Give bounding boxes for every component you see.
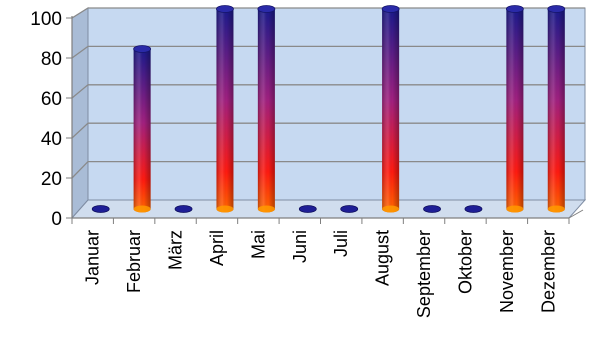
plot-walls xyxy=(70,7,587,220)
gridlines xyxy=(71,7,585,179)
gridline xyxy=(71,84,585,99)
gridline xyxy=(71,45,585,59)
gridline xyxy=(71,7,585,19)
y-tick-label: 40 xyxy=(41,129,62,150)
x-tick-label: Mai xyxy=(248,230,268,259)
bar-september xyxy=(423,205,441,213)
x-tick-label: Januar xyxy=(83,230,103,285)
x-tick-label: Dezember xyxy=(538,230,558,313)
x-tick-label: März xyxy=(166,230,186,270)
bar-april xyxy=(216,5,234,213)
y-tick-label: 60 xyxy=(41,89,62,110)
bar-zero-disc xyxy=(423,205,441,213)
bar-shading xyxy=(382,9,400,213)
bar-august xyxy=(381,5,400,213)
x-tick-label: Oktober xyxy=(455,230,475,294)
bar-februar xyxy=(133,45,152,213)
bar-base xyxy=(382,205,400,213)
bar-dezember xyxy=(547,5,566,213)
bar-zero-disc xyxy=(464,205,483,213)
bar-shading xyxy=(216,9,234,213)
back-wall xyxy=(87,7,586,201)
bar-mai xyxy=(257,5,276,213)
bar-juni xyxy=(298,205,317,213)
bar-november xyxy=(505,5,524,213)
bar-base xyxy=(257,205,275,213)
bar-zero-disc xyxy=(298,205,317,213)
bar-cap xyxy=(547,5,566,13)
x-tick-label: September xyxy=(414,230,434,318)
x-axis: Januar Februar März April Mai Juni Juli August S… xyxy=(71,209,584,318)
y-tick-label: 20 xyxy=(41,169,62,190)
x-axis-depth-edge xyxy=(568,209,584,219)
bar-shading xyxy=(257,9,275,213)
x-tick-label: November xyxy=(497,230,517,313)
bars xyxy=(91,5,566,213)
bar-oktober xyxy=(464,205,483,213)
bar-shading xyxy=(506,9,524,213)
bar-juli xyxy=(340,205,359,213)
x-tick-label: Februar xyxy=(124,230,144,293)
x-tick-label: Juni xyxy=(290,230,310,263)
y-tick-label: 100 xyxy=(30,9,62,30)
bar-januar xyxy=(91,205,110,213)
side-wall xyxy=(71,7,89,220)
bar-base xyxy=(547,205,565,213)
bar-zero-disc xyxy=(91,205,110,213)
bar-cap xyxy=(505,5,524,13)
y-tick-label: 80 xyxy=(41,49,62,70)
x-tick-label: April xyxy=(207,230,227,266)
bar-cap xyxy=(381,5,400,13)
y-axis: 0 20 40 60 80 100 xyxy=(30,9,73,230)
bar-märz xyxy=(174,205,193,213)
gridline xyxy=(71,122,585,139)
bar-base xyxy=(133,205,151,213)
bar-zero-disc xyxy=(340,205,359,213)
bar-shading xyxy=(547,9,565,213)
bar-zero-disc xyxy=(174,205,193,213)
bar-base xyxy=(216,205,234,213)
bar-shading xyxy=(133,49,151,213)
bar-cap xyxy=(133,45,152,53)
gridline xyxy=(71,160,585,179)
y-tick-label: 0 xyxy=(51,209,62,230)
bar-cap xyxy=(257,5,276,13)
bar-base xyxy=(506,205,524,213)
x-tick-label: Juli xyxy=(331,230,351,257)
x-tick-label: August xyxy=(373,230,393,286)
bar-cap xyxy=(216,5,234,13)
